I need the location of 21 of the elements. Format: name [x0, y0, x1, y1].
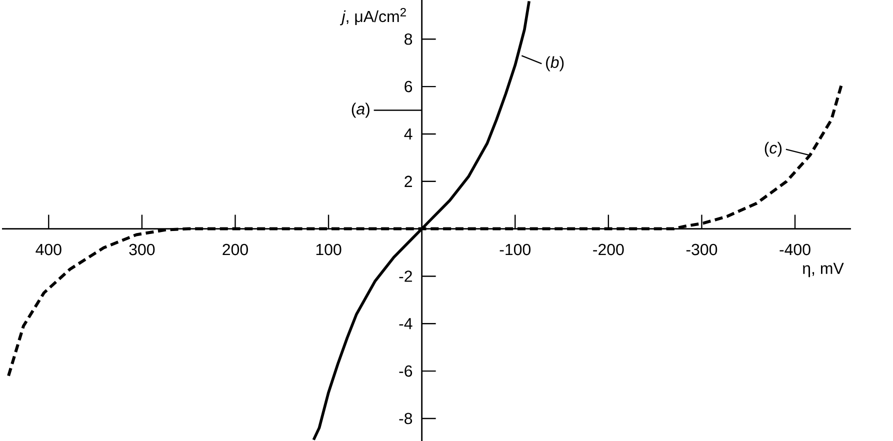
x-tick-label: -400: [780, 244, 810, 256]
y-tick-label: 2: [404, 176, 412, 187]
annotation: (c): [764, 142, 782, 157]
x-tick-label: 100: [316, 244, 342, 256]
y-tick-label: -4: [399, 318, 412, 330]
y-tick-label: 4: [404, 128, 412, 140]
y-tick-label: 6: [404, 80, 412, 92]
x-tick-label: -200: [593, 244, 624, 256]
y-tick-label: -8: [399, 412, 412, 424]
y-tick-label: -6: [399, 365, 412, 377]
x-tick-label: 300: [129, 244, 155, 256]
annotation: (a): [352, 102, 370, 118]
y-axis-title: j, μA/cm$^{2}$: [340, 8, 406, 26]
x-axis-title: η, mV: [802, 262, 844, 278]
x-tick-label: -300: [686, 244, 718, 256]
y-tick-label: -2: [399, 270, 412, 282]
x-tick-label: 200: [222, 244, 248, 256]
annotation: (b): [546, 56, 564, 72]
y-tick-label: 8: [404, 33, 412, 45]
x-tick-label: -100: [500, 244, 531, 256]
x-tick-label: 400: [36, 244, 62, 256]
